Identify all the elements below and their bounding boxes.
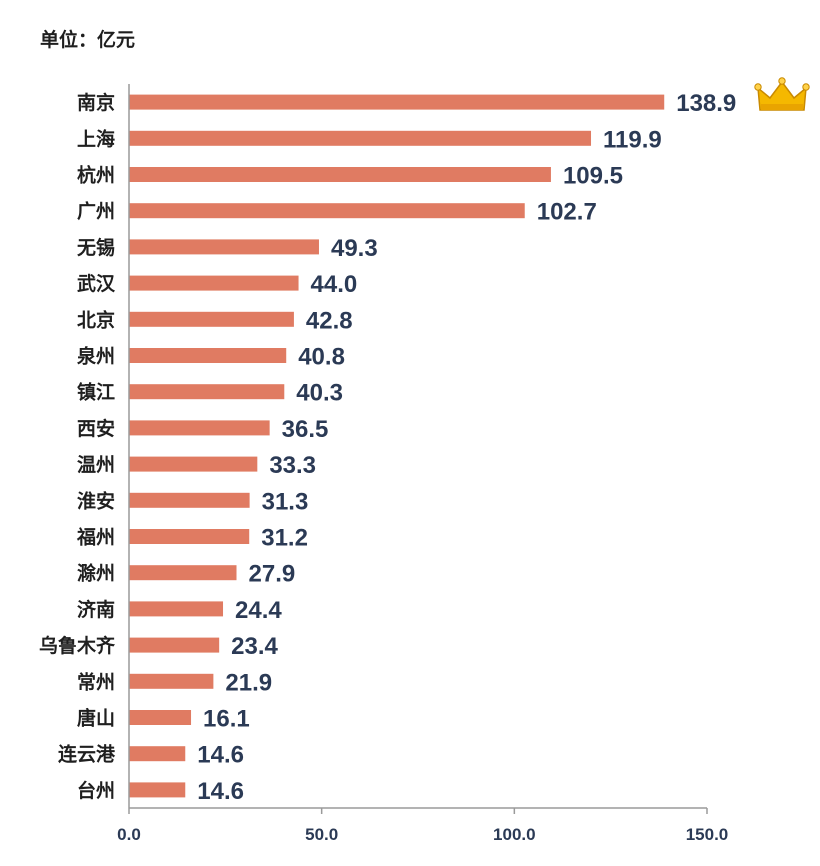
value-label: 24.4 <box>235 597 282 624</box>
bar-group: 乌鲁木齐 23.4 <box>39 633 279 660</box>
value-label: 16.1 <box>203 706 250 733</box>
bars-layer: 南京 138.9 上海 119.9 杭州 109.5 广州 102.7 无锡 49.3 武汉 44.0… <box>39 90 736 805</box>
value-label: 31.2 <box>261 525 308 552</box>
bar <box>129 130 592 146</box>
value-label: 27.9 <box>249 561 296 588</box>
bar-group: 福州 31.2 <box>76 525 308 552</box>
value-label: 49.3 <box>331 235 378 262</box>
category-label: 淮安 <box>77 489 115 512</box>
crown-icon <box>754 77 810 111</box>
bar <box>129 384 285 400</box>
bar <box>129 710 192 725</box>
bar-group: 杭州 109.5 <box>77 163 623 190</box>
category-label: 北京 <box>77 308 115 331</box>
bar-group: 济南 24.4 <box>77 597 282 624</box>
category-label: 温州 <box>77 454 115 476</box>
value-label: 44.0 <box>311 271 358 298</box>
category-label: 台州 <box>77 779 115 802</box>
category-label: 连云港 <box>58 743 116 766</box>
bar <box>129 637 220 653</box>
category-label: 上海 <box>77 127 115 150</box>
x-tick-label: 100.0 <box>493 825 536 844</box>
category-label: 乌鲁木齐 <box>39 634 116 657</box>
bar <box>129 529 250 544</box>
value-label: 14.6 <box>197 742 244 769</box>
bar-group: 无锡 49.3 <box>77 235 378 262</box>
x-tick-label: 150.0 <box>686 825 729 844</box>
bar-group: 台州 14.6 <box>77 778 244 805</box>
value-label: 42.8 <box>306 307 353 334</box>
category-label: 杭州 <box>77 164 115 187</box>
bar-group: 连云港 14.6 <box>58 742 244 769</box>
value-label: 119.9 <box>603 126 662 153</box>
bar <box>129 601 224 617</box>
category-label: 常州 <box>77 670 115 693</box>
bar <box>129 167 551 182</box>
value-label: 33.3 <box>269 452 316 479</box>
category-label: 滁州 <box>77 562 115 585</box>
bar <box>129 492 250 508</box>
x-axis: 0.0 50.0 100.0 150.0 <box>117 84 728 844</box>
x-tick-label: 50.0 <box>305 825 338 844</box>
category-label: 无锡 <box>77 236 115 259</box>
bar-group: 滁州 27.9 <box>77 561 295 588</box>
bar <box>129 203 525 219</box>
bar-group: 常州 21.9 <box>77 669 272 696</box>
bar-group: 泉州 40.8 <box>76 344 345 371</box>
category-label: 南京 <box>77 91 115 114</box>
crown-jewel <box>754 83 762 91</box>
bar-group: 唐山 16.1 <box>77 706 250 733</box>
value-label: 109.5 <box>563 163 623 190</box>
bar <box>129 311 294 327</box>
bar <box>129 456 258 472</box>
bar-group: 上海 119.9 <box>77 126 662 153</box>
value-label: 21.9 <box>225 669 272 696</box>
category-label: 广州 <box>77 200 115 223</box>
x-tick-label: 0.0 <box>117 825 141 844</box>
category-label: 西安 <box>77 417 115 440</box>
bar <box>129 782 186 798</box>
value-label: 102.7 <box>537 199 597 226</box>
category-label: 唐山 <box>77 707 115 730</box>
bar-group: 南京 138.9 <box>77 90 736 117</box>
bar-group: 西安 36.5 <box>77 416 328 443</box>
crown-jewel <box>778 77 786 85</box>
value-label: 40.8 <box>298 344 345 371</box>
bar <box>129 565 237 581</box>
value-label: 138.9 <box>676 90 736 117</box>
bar-group: 武汉 44.0 <box>77 271 357 298</box>
category-label: 福州 <box>76 526 115 549</box>
bar-group: 广州 102.7 <box>77 199 597 226</box>
bar <box>129 239 319 255</box>
value-label: 36.5 <box>282 416 329 443</box>
bar-group: 淮安 31.3 <box>77 488 308 515</box>
bar <box>129 348 287 363</box>
category-label: 济南 <box>77 598 115 621</box>
category-label: 泉州 <box>76 345 115 368</box>
category-label: 武汉 <box>77 273 116 295</box>
bar <box>129 746 186 762</box>
crown-band <box>761 104 803 110</box>
value-label: 40.3 <box>296 380 343 407</box>
bar <box>129 275 299 291</box>
unit-label: 单位：亿元 <box>40 28 135 51</box>
bar-group: 镇江 40.3 <box>77 380 343 407</box>
category-label: 镇江 <box>77 381 115 404</box>
value-label: 23.4 <box>231 633 278 660</box>
bar-group: 温州 33.3 <box>77 452 316 479</box>
bar <box>129 673 214 689</box>
crown-jewel <box>802 83 810 91</box>
bar-group: 北京 42.8 <box>77 307 353 334</box>
value-label: 14.6 <box>197 778 244 805</box>
value-label: 31.3 <box>262 488 309 515</box>
bar <box>129 420 270 436</box>
bar <box>129 94 665 110</box>
